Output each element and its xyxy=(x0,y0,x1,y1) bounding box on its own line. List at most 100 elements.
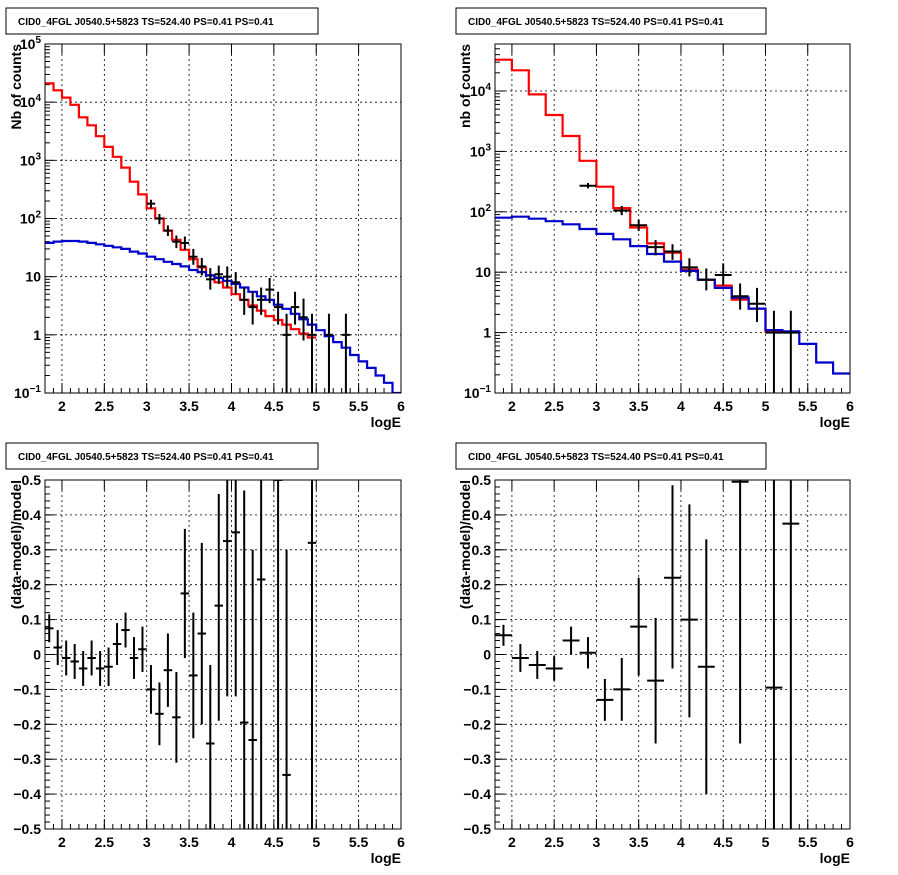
x-tick-label: 6 xyxy=(397,834,405,850)
plot-frame xyxy=(44,43,402,394)
panel-2: 2 2.5 3 3.5 4 4.5 5 5.5 6 10−1 1 10 102 103 104 CID0_4F… xyxy=(455,7,854,430)
data-point xyxy=(273,291,283,325)
data-point xyxy=(765,310,783,393)
y-tick-label: −0.2 xyxy=(463,716,491,732)
data-point xyxy=(680,504,698,718)
data-point xyxy=(78,651,88,686)
y-tick-label: 0.4 xyxy=(22,507,42,523)
x-tick-label: 3.5 xyxy=(629,834,649,850)
x-tick-label: 4.5 xyxy=(264,398,284,414)
y-tick-label: 0 xyxy=(483,647,491,663)
y-axis-label: (data-model)/model xyxy=(8,480,24,609)
title-box xyxy=(455,7,767,35)
data-point xyxy=(647,240,665,256)
x-tick-label: 5.5 xyxy=(798,834,818,850)
data-point xyxy=(579,637,597,669)
y-tick-label: 0.5 xyxy=(22,472,42,488)
x-tick-label: 6 xyxy=(846,398,854,414)
data-point xyxy=(223,480,232,697)
x-tick-label: 4.5 xyxy=(713,398,733,414)
x-axis: 2 2.5 3 3.5 4 4.5 5 5.5 6 xyxy=(494,44,854,414)
data-point xyxy=(511,644,529,672)
data-point xyxy=(121,612,130,648)
x-tick-label: 3.5 xyxy=(179,398,199,414)
y-tick-label: 104 xyxy=(20,93,42,110)
x-axis-label: logE xyxy=(371,850,401,866)
x-tick-label: 5 xyxy=(312,834,320,850)
data-point xyxy=(664,485,681,669)
data-point xyxy=(70,644,79,679)
data-point xyxy=(680,258,698,277)
panel-3: 2 2.5 3 3.5 4 4.5 5 5.5 6 −0.5 −0.4 −0.3 −0.2 −0.1 0 0.… xyxy=(5,442,405,866)
data-point xyxy=(231,272,240,295)
x-axis-label: logE xyxy=(820,414,850,430)
x-tick-label: 2.5 xyxy=(95,398,115,414)
data-point xyxy=(223,266,232,288)
data-point xyxy=(87,640,96,676)
x-tick-label: 3 xyxy=(593,398,601,414)
series-group xyxy=(495,58,850,393)
series-group xyxy=(495,480,800,829)
data-point xyxy=(197,257,207,276)
data-point xyxy=(104,647,113,686)
data-point xyxy=(265,277,274,304)
data-point xyxy=(129,637,139,679)
chart-title: CID0_4FGL J0540.5+5823 TS=524.40 PS=0.41… xyxy=(18,17,274,28)
x-tick-label: 3 xyxy=(593,834,601,850)
y-axis-label: (data-model)/model xyxy=(457,480,473,609)
data-point xyxy=(324,313,334,393)
data-point xyxy=(273,480,283,829)
data-point xyxy=(613,657,631,721)
x-tick-label: 2 xyxy=(508,398,516,414)
data-point xyxy=(256,287,266,315)
data-point xyxy=(197,542,207,725)
panel-4: 2 2.5 3 3.5 4 4.5 5 5.5 6 −0.5 −0.4 −0.3 −0.2 −0.1 0 0.… xyxy=(455,442,854,866)
data-point xyxy=(596,678,614,721)
data-point xyxy=(731,283,749,310)
data-point xyxy=(248,291,257,325)
title-box xyxy=(455,442,767,470)
data-point xyxy=(180,236,190,250)
x-tick-label: 5 xyxy=(312,398,320,414)
y-tick-label: 10−1 xyxy=(14,384,41,401)
data-point xyxy=(61,640,71,676)
data-point xyxy=(765,480,783,829)
x-tick-label: 5.5 xyxy=(798,398,818,414)
data-point xyxy=(45,614,54,643)
y-tick-label: 103 xyxy=(470,142,492,159)
data-point xyxy=(731,480,749,744)
data-point xyxy=(146,199,156,209)
data-point xyxy=(248,549,257,829)
chart-title: CID0_4FGL J0540.5+5823 TS=524.40 PS=0.41… xyxy=(18,452,274,463)
data-point xyxy=(282,313,291,393)
y-tick-label: 1 xyxy=(483,325,491,341)
y-tick-label: 0.5 xyxy=(472,472,492,488)
x-tick-label: 4 xyxy=(677,398,685,414)
y-tick-label: −0.5 xyxy=(463,821,491,837)
y-tick-label: 0.3 xyxy=(22,542,42,558)
data-point xyxy=(748,287,766,322)
y-axis-label: nb of counts xyxy=(457,44,473,128)
data-point xyxy=(155,682,164,746)
x-tick-label: 3 xyxy=(143,834,151,850)
y-tick-label: 0.2 xyxy=(472,577,492,593)
series-group xyxy=(45,82,401,393)
x-tick-label: 5 xyxy=(762,834,770,850)
data-point xyxy=(630,577,648,676)
y-tick-label: 104 xyxy=(470,82,492,99)
data-point xyxy=(189,248,198,265)
data-point xyxy=(256,480,266,829)
data-point xyxy=(282,549,291,829)
data-point xyxy=(341,313,351,393)
data-point xyxy=(697,539,715,795)
y-tick-label: −0.4 xyxy=(13,786,41,802)
data-point xyxy=(172,235,181,249)
data-point xyxy=(189,612,198,739)
x-axis: 2 2.5 3 3.5 4 4.5 5 5.5 6 xyxy=(44,480,405,850)
title-box xyxy=(5,7,319,35)
x-tick-label: 4 xyxy=(677,834,685,850)
y-tick-label: −0.1 xyxy=(463,681,491,697)
data-point xyxy=(579,182,597,189)
x-tick-label: 3.5 xyxy=(179,834,199,850)
